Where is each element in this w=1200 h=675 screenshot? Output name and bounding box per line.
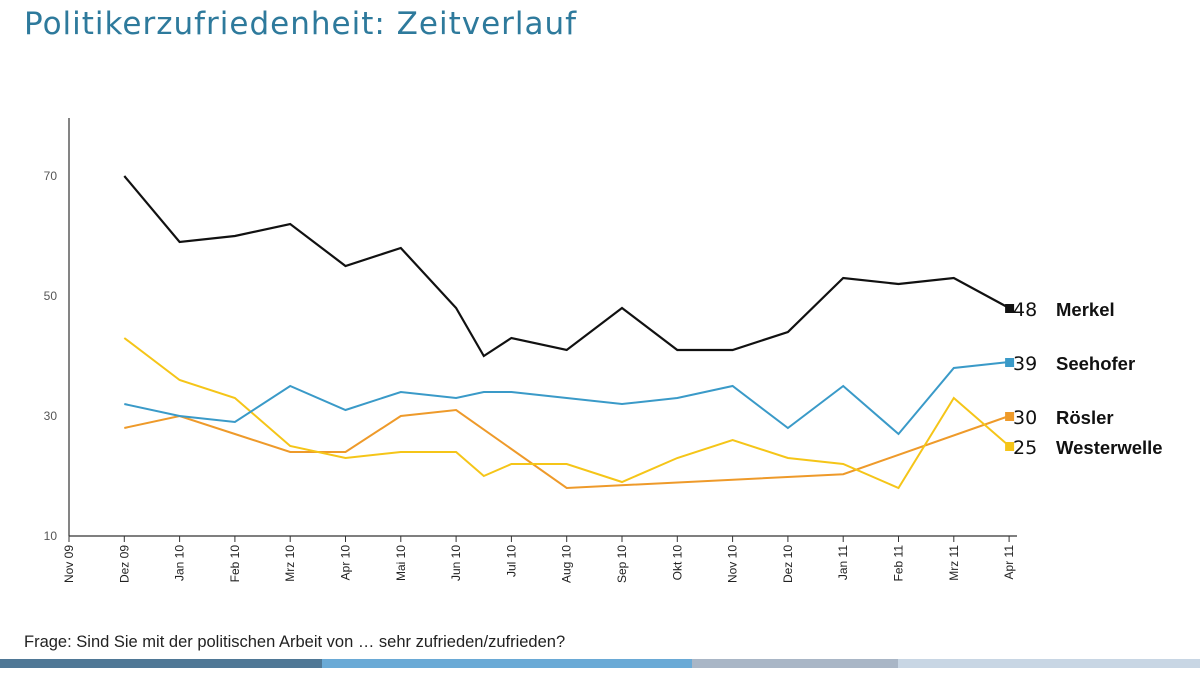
decorative-bottom-bar xyxy=(0,659,1200,668)
y-axis-ticks: 10 30 50 70 xyxy=(44,169,58,543)
x-tick-label: Mrz 10 xyxy=(283,545,297,582)
final-value-westerwelle: 25 xyxy=(1013,437,1037,459)
series-name-merkel: Merkel xyxy=(1056,299,1115,320)
final-value-merkel: 48 xyxy=(1013,299,1037,321)
series-line-roesler xyxy=(124,408,1010,490)
page-title: Politikerzufriedenheit: Zeitverlauf xyxy=(24,6,578,42)
y-tick-label: 70 xyxy=(44,169,58,183)
x-tick-label: Jun 10 xyxy=(449,545,463,581)
series-line-seehofer xyxy=(124,361,1010,436)
bottom-bar-segment xyxy=(898,659,1200,668)
x-tick-label: Feb 11 xyxy=(892,545,906,582)
x-tick-label: Jan 11 xyxy=(836,545,850,580)
x-tick-label: Mai 10 xyxy=(394,545,408,581)
y-tick-label: 10 xyxy=(44,529,58,543)
x-tick-label: Apr 11 xyxy=(1002,545,1016,580)
series-name-roesler: Rösler xyxy=(1056,407,1114,428)
series-lines xyxy=(123,175,1010,490)
x-tick-label: Dez 09 xyxy=(117,545,131,583)
line-chart: 10 30 50 70 Nov 09 Dez 09 Jan 10 Feb 10 Mrz 10 A… xyxy=(44,118,1163,583)
x-tick-label: Jul 10 xyxy=(504,545,518,577)
x-tick-label: Nov 09 xyxy=(62,545,76,583)
x-tick-label: Nov 10 xyxy=(726,545,740,583)
y-tick-label: 50 xyxy=(44,289,58,303)
series-line-westerwelle xyxy=(123,337,1010,490)
chart-axes xyxy=(68,118,1017,537)
final-value-seehofer: 39 xyxy=(1013,353,1037,375)
y-tick-label: 30 xyxy=(44,409,58,423)
bottom-bar-segment xyxy=(692,659,898,668)
end-marker-merkel xyxy=(1005,304,1015,313)
question-footnote: Frage: Sind Sie mit der politischen Arbe… xyxy=(24,633,566,651)
x-tick-label: Okt 10 xyxy=(670,545,684,581)
x-axis-ticks: Nov 09 Dez 09 Jan 10 Feb 10 Mrz 10 Apr 10 Mai … xyxy=(62,536,1016,583)
x-tick-label: Mrz 11 xyxy=(947,545,961,581)
bottom-bar-segment xyxy=(0,659,322,668)
x-tick-label: Aug 10 xyxy=(560,545,574,583)
end-marker-westerwelle xyxy=(1005,442,1015,451)
x-tick-label: Apr 10 xyxy=(339,545,353,581)
end-marker-seehofer xyxy=(1005,358,1015,367)
bottom-bar-segment xyxy=(322,659,692,668)
x-tick-label: Jan 10 xyxy=(173,545,187,581)
series-name-seehofer: Seehofer xyxy=(1056,353,1135,374)
series-name-westerwelle: Westerwelle xyxy=(1056,437,1163,458)
x-tick-label: Dez 10 xyxy=(781,545,795,583)
final-value-roesler: 30 xyxy=(1013,407,1037,429)
x-tick-label: Feb 10 xyxy=(228,545,242,583)
series-line-merkel xyxy=(123,175,1010,358)
series-end-labels: 48 Merkel 39 Seehofer 30 Rösler 25 Westerwelle xyxy=(1005,299,1163,459)
x-tick-label: Sep 10 xyxy=(615,545,629,583)
end-marker-roesler xyxy=(1005,412,1015,421)
